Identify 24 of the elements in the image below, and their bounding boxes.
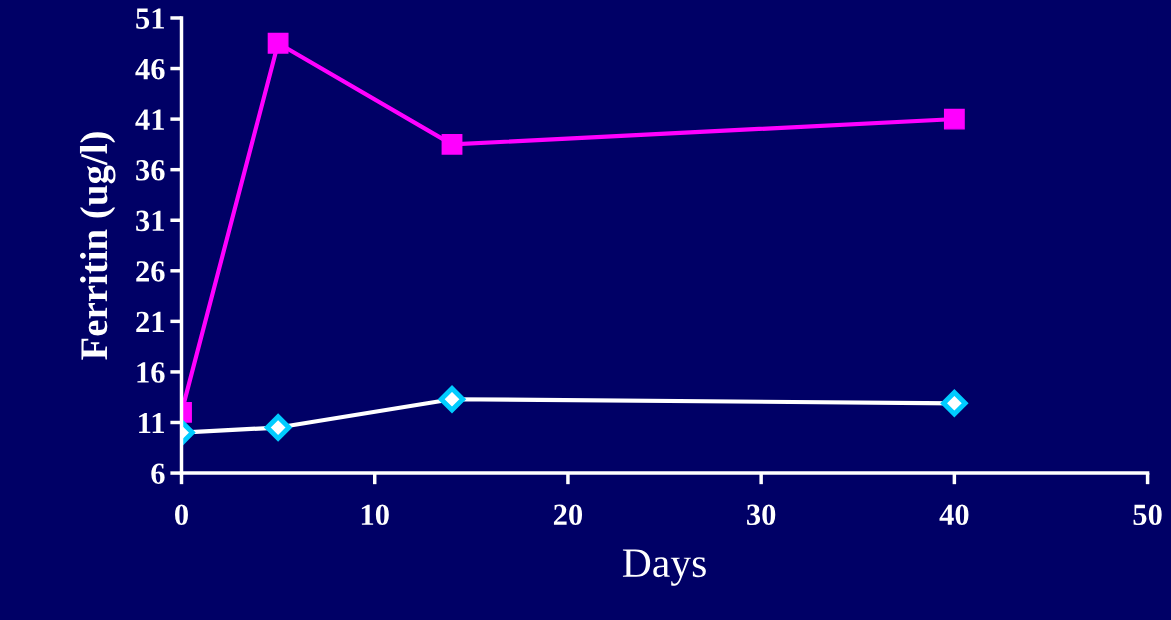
x-tick-label: 20 — [553, 504, 583, 526]
y-tick-label: 51 — [136, 8, 164, 29]
y-tick-label: 21 — [136, 311, 164, 332]
y-tick-label: 46 — [135, 58, 165, 80]
y-tick-label: 6 — [151, 463, 165, 484]
x-tick-label: 30 — [747, 504, 776, 526]
x-tick-label: 50 — [1133, 504, 1162, 526]
y-tick-label: 31 — [136, 210, 164, 232]
y-tick-label: 26 — [136, 261, 165, 282]
point — [941, 390, 968, 417]
x-tick-label: 40 — [939, 504, 969, 526]
point — [943, 108, 965, 130]
y-tick-label: 36 — [136, 160, 165, 181]
point — [267, 32, 289, 54]
y-tick-label: 16 — [137, 362, 165, 383]
point — [438, 386, 466, 413]
x-tick-label: 10 — [361, 504, 389, 526]
point — [264, 414, 292, 441]
y-axis-title: Ferritin (ug/l) — [79, 132, 116, 360]
x-axis-title: Days — [622, 549, 706, 586]
y-tick-label: 11 — [139, 412, 164, 434]
y-tick-label: 41 — [135, 109, 164, 130]
point — [441, 133, 463, 155]
x-tick-label: 0 — [175, 504, 188, 526]
